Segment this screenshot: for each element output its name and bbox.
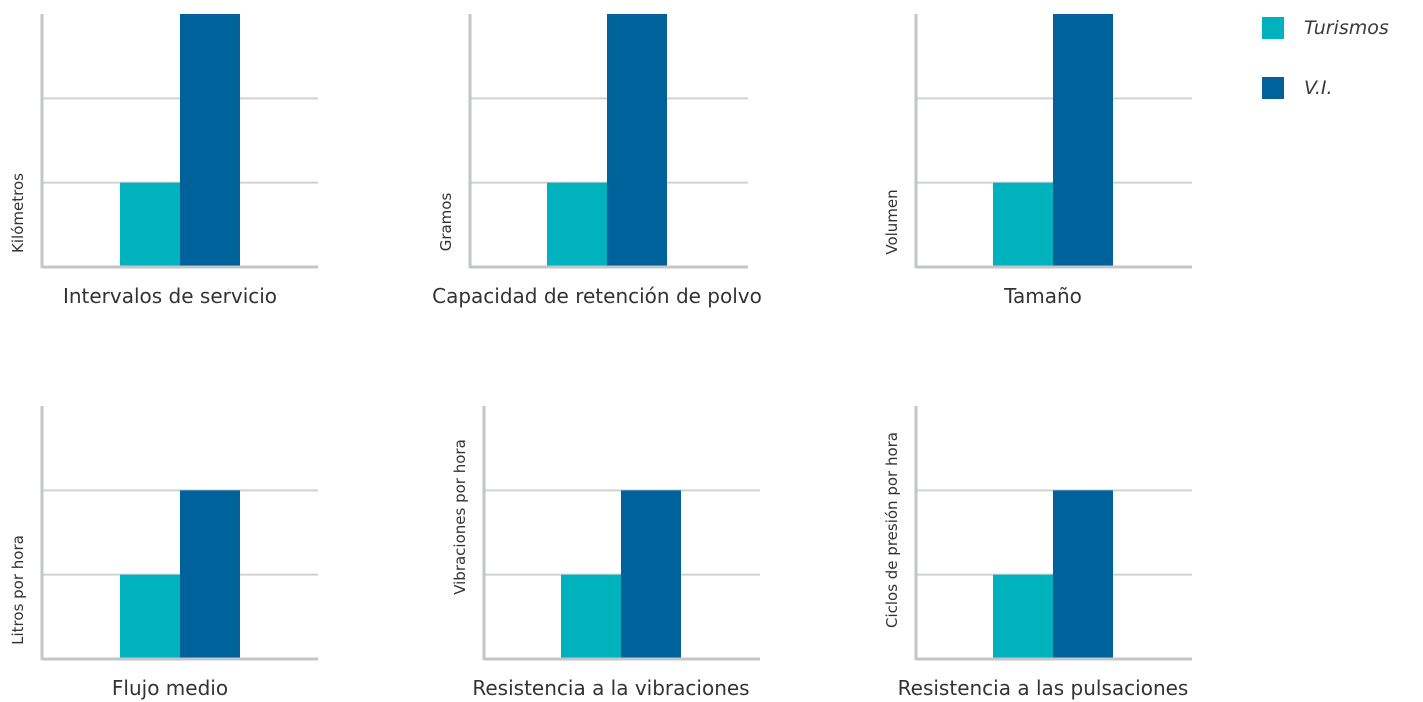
chart-title: Intervalos de servicio bbox=[63, 284, 277, 308]
legend-swatch-vi bbox=[1262, 77, 1284, 99]
y-axis-label: Kilómetros bbox=[9, 173, 27, 253]
legend-label-turismos: Turismos bbox=[1304, 17, 1389, 39]
legend-swatch-turismos bbox=[1262, 17, 1284, 39]
bar-vi bbox=[1053, 14, 1113, 267]
bar-vi bbox=[1053, 490, 1113, 659]
bar-turismos bbox=[993, 182, 1053, 267]
bar-turismos bbox=[561, 574, 621, 659]
y-axis-label: Litros por hora bbox=[9, 535, 27, 645]
bar-vi bbox=[621, 490, 681, 659]
bar-vi bbox=[607, 14, 667, 267]
bar-turismos bbox=[120, 574, 180, 659]
bar-vi bbox=[180, 490, 240, 659]
y-axis-label: Vibraciones por hora bbox=[451, 439, 469, 595]
legend-item-vi: V.I. bbox=[1262, 74, 1389, 102]
chart-title: Resistencia a las pulsaciones bbox=[898, 676, 1189, 700]
bar-vi bbox=[180, 14, 240, 267]
y-axis-label: Ciclos de presión por hora bbox=[883, 432, 901, 628]
bar-turismos bbox=[547, 182, 607, 267]
legend-item-turismos: Turismos bbox=[1262, 14, 1389, 42]
legend: Turismos V.I. bbox=[1262, 14, 1389, 134]
chart-title: Capacidad de retención de polvo bbox=[432, 284, 762, 308]
y-axis-label: Volumen bbox=[883, 189, 901, 254]
chart-title: Flujo medio bbox=[112, 676, 228, 700]
bar-turismos bbox=[993, 574, 1053, 659]
y-axis-label: Gramos bbox=[437, 193, 455, 252]
legend-label-vi: V.I. bbox=[1304, 77, 1333, 99]
chart-title: Resistencia a la vibraciones bbox=[472, 676, 749, 700]
bar-turismos bbox=[120, 182, 180, 267]
chart-title: Tamaño bbox=[1003, 284, 1082, 308]
